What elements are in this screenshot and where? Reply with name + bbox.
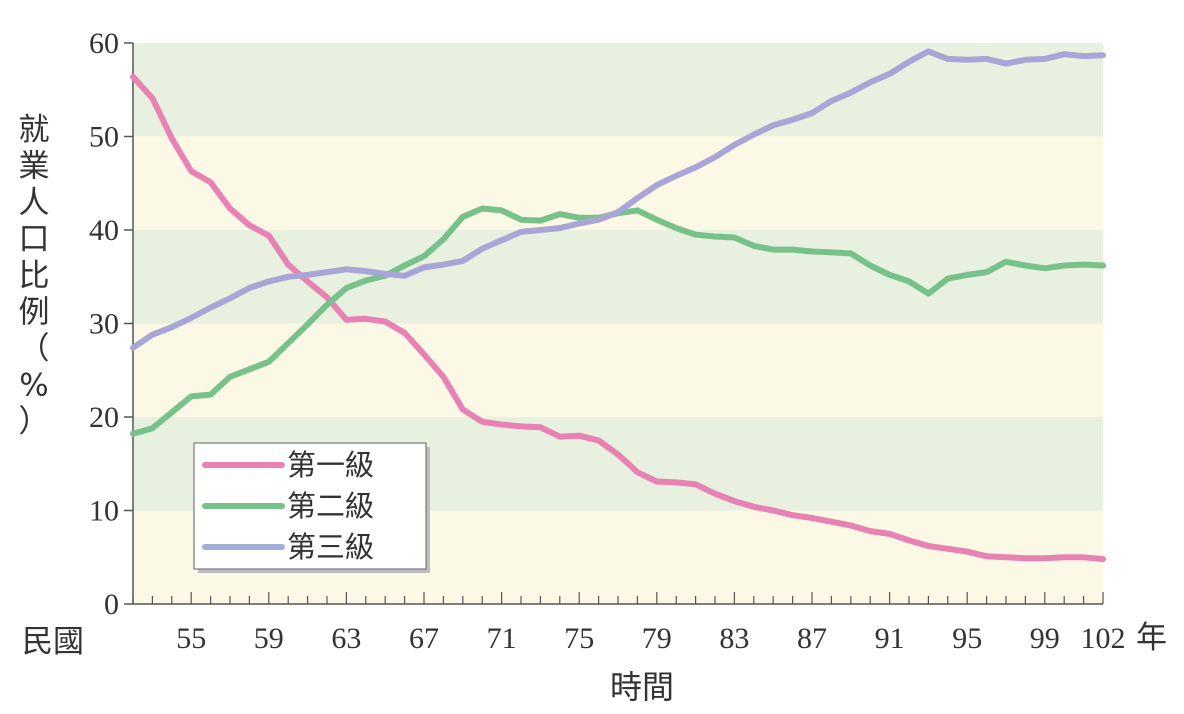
y-title-char: （: [19, 331, 50, 367]
x-tick-labels: 55 59 63 67 71 75 79 83 87 91 95 99 102: [176, 622, 1125, 655]
y-tick-label: 20: [89, 401, 119, 434]
x-tick-label: 63: [331, 622, 361, 655]
background-band: [133, 323, 1103, 417]
x-tick-label: 91: [875, 622, 905, 655]
x-axis-prefix: 民國: [22, 624, 84, 660]
y-tick-label: 0: [104, 588, 119, 621]
y-tick-label: 50: [89, 121, 119, 154]
x-axis-suffix: 年: [1136, 620, 1167, 656]
x-tick-label: 59: [254, 622, 284, 655]
y-title-char: 口: [19, 222, 50, 258]
y-title-char: ）: [19, 404, 50, 440]
y-title-char: 就: [19, 112, 50, 148]
x-axis-title: 時間: [610, 668, 674, 706]
x-tick-label: 87: [797, 622, 827, 655]
series-lines: [130, 48, 1106, 563]
legend-label-primary: 第一級: [287, 448, 374, 482]
x-tick-label: 71: [487, 622, 517, 655]
y-tick-labels: 0 10 20 30 40 50 60: [89, 27, 119, 621]
x-tick-label: 102: [1081, 622, 1126, 655]
y-tick-label: 10: [89, 495, 119, 528]
x-tick-label: 67: [409, 622, 439, 655]
series-line-primary-sector: [130, 73, 1106, 563]
x-tick-label: 83: [719, 622, 749, 655]
y-tick-label: 60: [89, 27, 119, 60]
x-tick-label: 55: [176, 622, 206, 655]
x-tick-label: 75: [564, 622, 594, 655]
y-title-char: 人: [19, 185, 50, 221]
y-title-char: 比: [19, 258, 50, 294]
y-title-char: 業: [19, 149, 50, 185]
y-title-char: 例: [19, 295, 50, 331]
legend-label-secondary: 第二級: [287, 489, 374, 523]
y-title-char: %: [19, 368, 48, 404]
x-tick-label: 79: [642, 622, 672, 655]
y-tick-label: 30: [89, 308, 119, 341]
series-line-tertiary-sector: [130, 48, 1106, 351]
legend-label-tertiary: 第三級: [287, 530, 374, 564]
y-tick-label: 40: [89, 214, 119, 247]
legend: 第一級 第二級 第三級: [193, 442, 430, 573]
x-tick-label: 99: [1030, 622, 1060, 655]
axes: [124, 42, 1104, 605]
x-tick-label: 95: [952, 622, 982, 655]
